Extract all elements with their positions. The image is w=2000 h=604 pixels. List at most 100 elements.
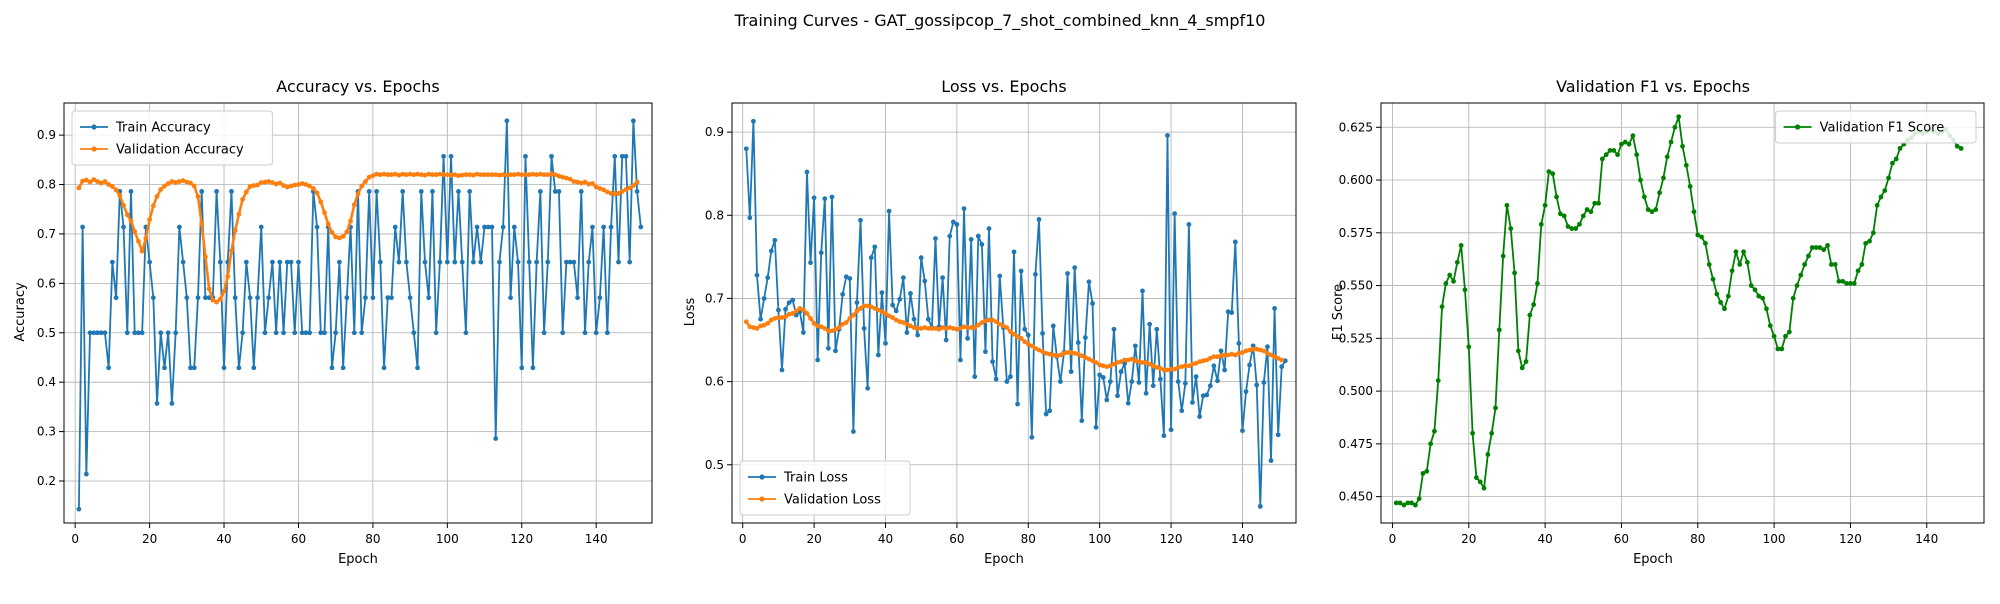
loss-series-0-point <box>854 300 860 305</box>
loss-series-1-point <box>1161 367 1167 373</box>
loss-series-0-point <box>1272 306 1277 311</box>
loss-series-0-point <box>1122 360 1128 366</box>
accuracy-series-0-point <box>299 330 305 336</box>
f1-series-0-point <box>1527 312 1533 318</box>
loss-series-1-point <box>893 317 899 323</box>
f1-series-0-point <box>1519 365 1525 371</box>
loss-series-1-point <box>1232 352 1238 358</box>
loss-series-1-point <box>1011 331 1017 337</box>
loss-series-0-point <box>940 275 946 281</box>
accuracy-series-1-point <box>366 174 372 180</box>
f1-series-0-point <box>1504 202 1510 208</box>
accuracy-series-0-point <box>80 224 86 230</box>
loss-series-1-point <box>829 328 835 334</box>
f1-series-0-point <box>1722 306 1727 312</box>
accuracy-series-1-point <box>519 172 525 178</box>
accuracy-ytick-label: 0.6 <box>37 276 56 290</box>
loss-series-0-point <box>847 276 853 281</box>
panel-accuracy: Accuracy vs. Epochs 0 20 40 60 80 100 120 140 0.… <box>13 77 653 567</box>
accuracy-series-0-point <box>526 259 532 265</box>
f1-series-0-point <box>1783 333 1788 339</box>
loss-series-1-point <box>1193 360 1199 366</box>
accuracy-series-1-point <box>273 181 279 187</box>
accuracy-series-1-point <box>500 172 506 178</box>
loss-series-1-point <box>847 316 853 321</box>
accuracy-series-0-point <box>366 189 372 194</box>
accuracy-series-0-point <box>191 365 197 371</box>
f1-series-0-point <box>1714 291 1720 297</box>
accuracy-xtick-label: 100 <box>436 532 459 546</box>
loss-series-0-point <box>1068 369 1074 375</box>
f1-series-0-point <box>1733 249 1739 255</box>
accuracy-series-1-point <box>541 172 547 178</box>
accuracy-legend-label-0: Train Accuracy <box>115 121 211 136</box>
accuracy-series-0-point <box>560 330 566 336</box>
accuracy-series-0-point <box>83 471 89 477</box>
loss-series-1-point <box>1079 353 1085 359</box>
loss-series-1-point <box>1082 355 1088 360</box>
loss-series-0-point <box>811 195 817 201</box>
loss-series-1-point <box>850 312 856 318</box>
loss-series-1-point <box>1090 358 1095 364</box>
f1-series-0-point <box>1580 213 1586 219</box>
accuracy-series-0-point <box>243 259 249 265</box>
f1-series-0-point <box>1828 262 1834 267</box>
f1-series-0-point <box>1489 430 1495 436</box>
panel-f1-xlabel: Epoch <box>1633 552 1673 567</box>
accuracy-series-1-point <box>530 171 536 177</box>
loss-axes-frame <box>731 102 1297 524</box>
accuracy-series-0-point <box>415 365 420 371</box>
accuracy-series-0-point <box>601 224 607 230</box>
accuracy-series-1-point <box>634 179 640 185</box>
accuracy-series-1-point <box>288 183 294 189</box>
accuracy-series-0-point <box>109 259 115 265</box>
accuracy-series-1-point <box>258 180 264 185</box>
accuracy-series-1-point <box>381 171 387 177</box>
loss-series-0-point <box>758 316 763 322</box>
accuracy-series-0-point <box>489 224 495 230</box>
accuracy-series-0-point <box>121 224 126 230</box>
loss-series-0-point <box>1018 268 1024 274</box>
loss-series-1-point <box>1058 352 1063 358</box>
loss-series-1-point <box>1240 350 1245 355</box>
loss-series-0-point <box>743 146 749 152</box>
accuracy-series-1-point <box>117 193 123 198</box>
accuracy-series-1-point <box>489 172 495 178</box>
accuracy-legend-box <box>71 110 273 166</box>
loss-series-1-point <box>861 303 867 309</box>
f1-series-0-point <box>1466 344 1472 350</box>
accuracy-series-0-point <box>403 259 409 265</box>
accuracy-series-1-point <box>165 181 171 186</box>
accuracy-series-0-point <box>98 330 104 336</box>
loss-series-1-point <box>840 321 846 327</box>
panel-accuracy-xlabel: Epoch <box>338 552 378 567</box>
loss-series-1-point <box>761 322 767 328</box>
accuracy-series-1-point <box>303 182 309 187</box>
panel-f1-plot: 0 20 40 60 80 100 120 140 0.450 0.475 0.500 0.525 0.… <box>1339 102 1985 546</box>
loss-series-0-point <box>997 273 1003 279</box>
loss-series-0-point <box>1115 393 1120 399</box>
accuracy-series-0-point <box>255 295 260 301</box>
accuracy-series-0-point <box>296 259 301 265</box>
loss-series-0-point <box>993 376 999 382</box>
f1-series-0-point <box>1786 329 1792 335</box>
accuracy-series-0-point <box>359 330 365 336</box>
accuracy-series-0-point <box>448 153 454 159</box>
loss-xtick-label: 140 <box>1231 532 1254 546</box>
accuracy-series-1-point <box>418 172 424 178</box>
loss-series-0-point <box>961 206 967 212</box>
f1-series-0-point <box>1737 262 1743 267</box>
loss-series-0-point <box>1254 382 1260 388</box>
loss-series-1-point <box>1075 351 1081 357</box>
f1-series-0-point <box>1897 145 1903 151</box>
accuracy-series-1-point <box>441 172 446 178</box>
accuracy-series-1-point <box>545 172 551 178</box>
accuracy-series-1-point <box>593 184 599 190</box>
accuracy-series-0-point <box>76 506 82 512</box>
accuracy-series-0-point <box>113 295 119 301</box>
panel-accuracy-title: Accuracy vs. Epochs <box>276 77 439 96</box>
accuracy-series-1-point <box>184 179 190 185</box>
accuracy-series-0-point <box>184 295 190 301</box>
loss-legend-label-1: Validation Loss <box>784 493 881 508</box>
accuracy-series-1-point <box>236 211 242 217</box>
